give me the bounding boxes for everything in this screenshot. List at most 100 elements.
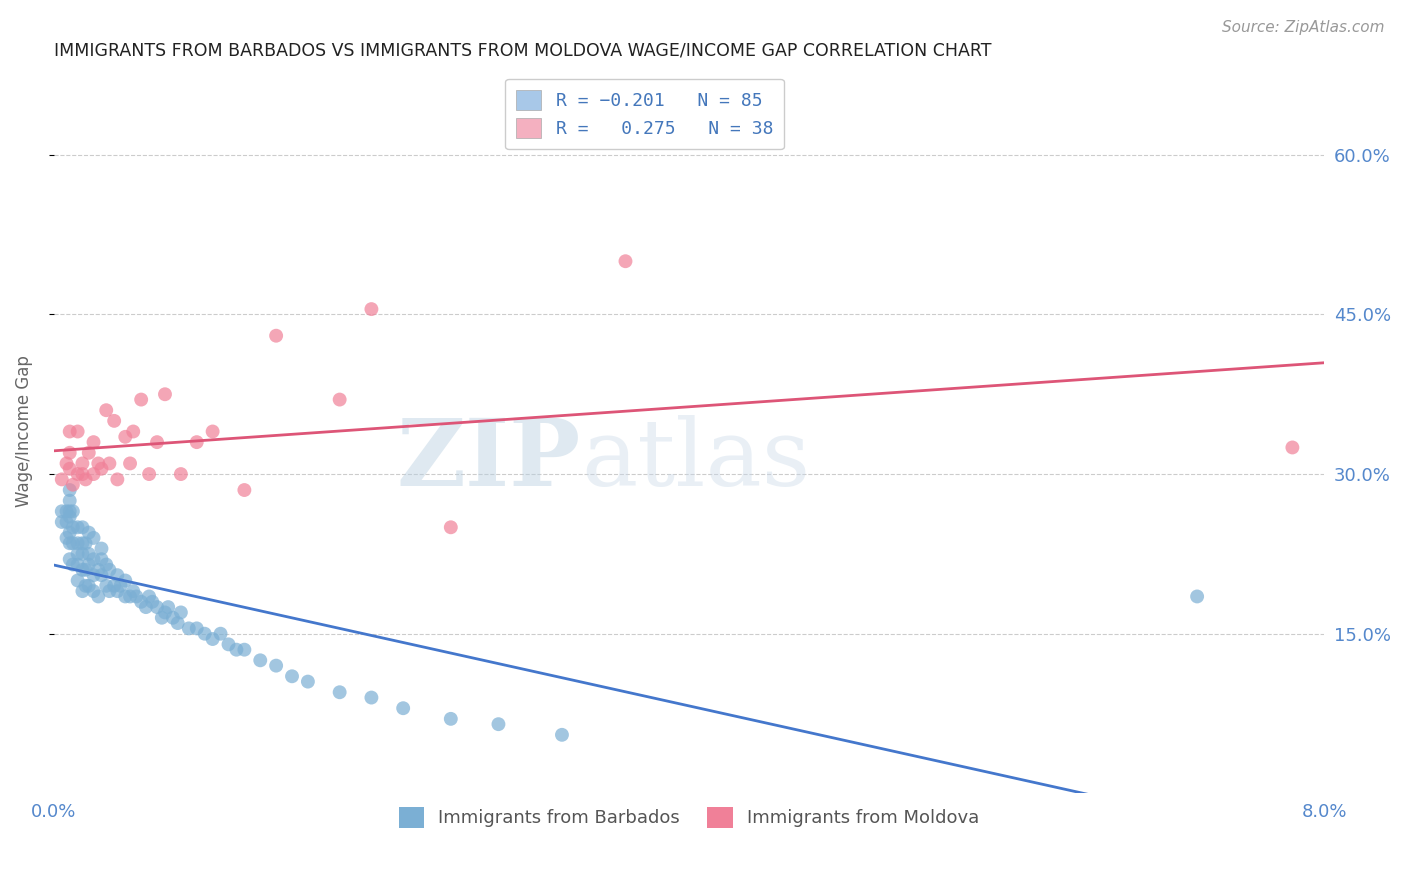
Point <box>66 467 89 481</box>
Point <box>129 595 152 609</box>
Point <box>114 590 136 604</box>
Point <box>329 392 352 407</box>
Point <box>77 525 100 540</box>
Point <box>201 425 224 439</box>
Point <box>59 509 82 524</box>
Point <box>138 467 160 481</box>
Point <box>177 621 200 635</box>
Point <box>360 302 382 317</box>
Point <box>1185 590 1208 604</box>
Point <box>118 590 141 604</box>
Point <box>170 606 193 620</box>
Point <box>440 712 463 726</box>
Point <box>110 579 132 593</box>
Point <box>218 637 240 651</box>
Point <box>186 621 208 635</box>
Point <box>166 616 188 631</box>
Point <box>264 328 287 343</box>
Text: IMMIGRANTS FROM BARBADOS VS IMMIGRANTS FROM MOLDOVA WAGE/INCOME GAP CORRELATION : IMMIGRANTS FROM BARBADOS VS IMMIGRANTS F… <box>53 42 991 60</box>
Point <box>51 504 73 518</box>
Point <box>51 472 73 486</box>
Point <box>59 446 82 460</box>
Point <box>125 590 148 604</box>
Point <box>114 430 136 444</box>
Point <box>77 446 100 460</box>
Point <box>249 653 271 667</box>
Point <box>66 547 89 561</box>
Point <box>83 568 105 582</box>
Point <box>118 457 141 471</box>
Point <box>90 568 112 582</box>
Point <box>614 254 637 268</box>
Point <box>98 563 121 577</box>
Point <box>66 536 89 550</box>
Point <box>83 531 105 545</box>
Point <box>329 685 352 699</box>
Legend: Immigrants from Barbados, Immigrants from Moldova: Immigrants from Barbados, Immigrants fro… <box>391 800 987 835</box>
Point <box>75 536 97 550</box>
Point <box>146 600 169 615</box>
Point <box>66 574 89 588</box>
Point <box>59 536 82 550</box>
Point <box>162 611 184 625</box>
Y-axis label: Wage/Income Gap: Wage/Income Gap <box>15 356 32 508</box>
Point <box>186 435 208 450</box>
Point <box>297 674 319 689</box>
Point <box>72 563 94 577</box>
Point <box>83 435 105 450</box>
Point <box>90 552 112 566</box>
Point <box>55 504 77 518</box>
Point <box>138 590 160 604</box>
Point <box>72 467 94 481</box>
Point <box>55 515 77 529</box>
Point <box>153 606 176 620</box>
Point <box>55 457 77 471</box>
Point <box>51 515 73 529</box>
Point <box>96 558 118 572</box>
Point <box>150 611 173 625</box>
Point <box>551 728 574 742</box>
Point <box>72 547 94 561</box>
Point <box>98 584 121 599</box>
Point <box>96 403 118 417</box>
Point <box>114 574 136 588</box>
Point <box>146 435 169 450</box>
Point <box>170 467 193 481</box>
Point <box>105 568 128 582</box>
Point <box>122 425 145 439</box>
Text: ZIP: ZIP <box>396 416 581 506</box>
Point <box>66 520 89 534</box>
Point <box>75 472 97 486</box>
Point <box>59 462 82 476</box>
Point <box>72 520 94 534</box>
Point <box>62 520 84 534</box>
Point <box>87 590 110 604</box>
Point <box>1281 441 1303 455</box>
Point <box>77 579 100 593</box>
Text: atlas: atlas <box>581 416 810 506</box>
Point <box>225 642 247 657</box>
Point <box>62 558 84 572</box>
Point <box>59 483 82 497</box>
Point <box>75 579 97 593</box>
Point <box>488 717 510 731</box>
Text: Source: ZipAtlas.com: Source: ZipAtlas.com <box>1222 20 1385 35</box>
Point <box>103 414 125 428</box>
Point <box>209 626 232 640</box>
Point <box>105 472 128 486</box>
Point <box>59 493 82 508</box>
Point <box>72 457 94 471</box>
Point <box>90 541 112 556</box>
Point <box>233 483 256 497</box>
Point <box>83 467 105 481</box>
Point <box>440 520 463 534</box>
Point <box>90 462 112 476</box>
Point <box>98 457 121 471</box>
Point <box>62 477 84 491</box>
Point <box>281 669 304 683</box>
Point <box>153 387 176 401</box>
Point <box>75 563 97 577</box>
Point <box>55 531 77 545</box>
Point <box>83 552 105 566</box>
Point <box>62 536 84 550</box>
